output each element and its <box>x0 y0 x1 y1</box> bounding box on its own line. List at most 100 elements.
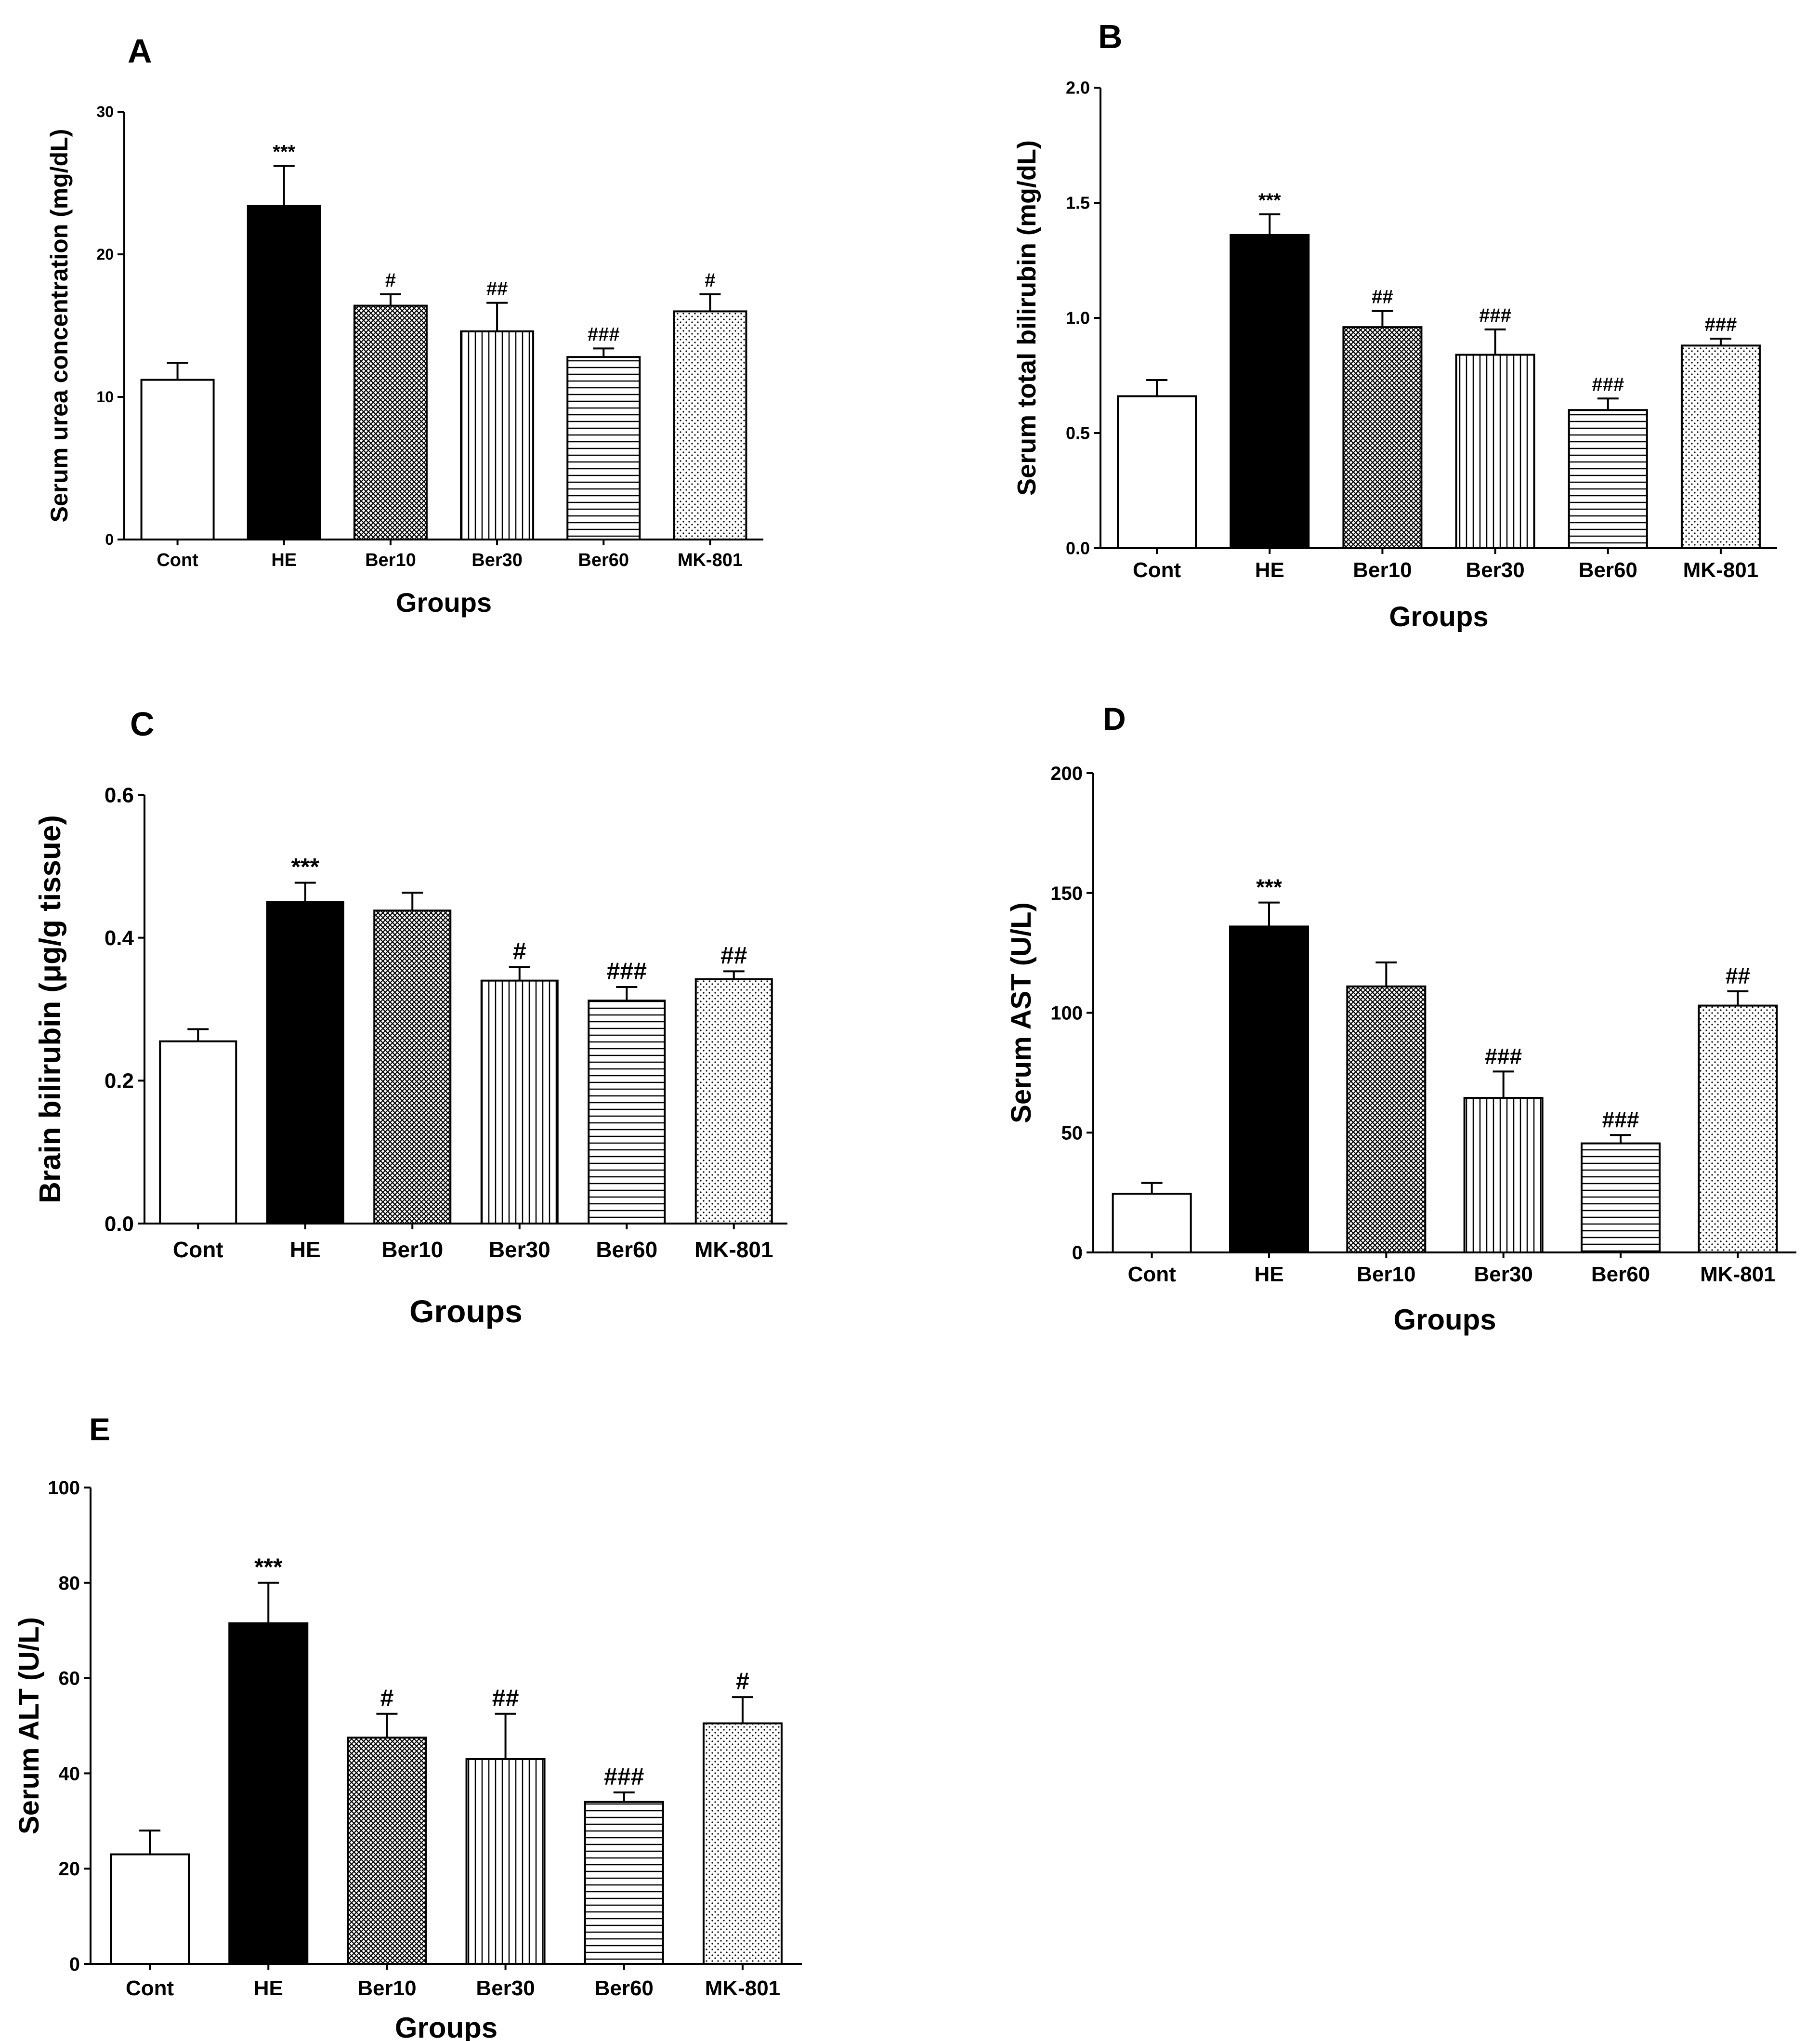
bar <box>228 1622 309 1965</box>
category-label: Ber30 <box>1466 558 1524 582</box>
significance-label: *** <box>291 853 320 880</box>
chart-panel-a: A 0 10 20 30 Cont HE *** Ber10 # Ber30 ## Ber60 ### MK… <box>46 32 763 618</box>
bar <box>1568 409 1648 549</box>
bar <box>1346 985 1427 1253</box>
bar <box>373 909 452 1225</box>
significance-label: ### <box>1705 314 1737 335</box>
y-tick-label: 20 <box>96 246 114 263</box>
category-label: Ber60 <box>1579 558 1637 582</box>
y-tick-label: 0.0 <box>105 1212 134 1236</box>
y-tick-label: 80 <box>59 1573 80 1594</box>
significance-label: ## <box>492 1685 519 1712</box>
y-tick-label: 0.0 <box>1066 539 1090 558</box>
y-axis-title: Serum total bilirubin (mg/dL) <box>1012 140 1041 496</box>
panel-letter: C <box>130 705 155 743</box>
category-label: MK-801 <box>678 550 743 570</box>
y-tick-label: 40 <box>59 1763 80 1784</box>
y-tick-label: 0 <box>1072 1242 1083 1264</box>
y-tick-label: 0 <box>69 1954 80 1975</box>
category-label: HE <box>1255 558 1284 582</box>
significance-label: # <box>705 270 715 291</box>
bar <box>347 1737 427 1965</box>
category-label: HE <box>271 550 297 570</box>
y-tick-label: 0 <box>105 531 114 548</box>
x-axis-title: Groups <box>1393 1304 1496 1336</box>
category-label: Cont <box>157 550 198 570</box>
bar <box>266 901 344 1225</box>
bar <box>480 979 559 1225</box>
significance-label: ### <box>1485 1043 1522 1068</box>
category-label: Cont <box>126 1976 174 2000</box>
bar <box>584 1801 664 1965</box>
category-label: MK-801 <box>705 1976 781 2000</box>
category-label: Ber10 <box>1357 1263 1415 1286</box>
y-tick-label: 1.5 <box>1066 193 1090 213</box>
bar <box>460 330 535 541</box>
bar <box>702 1722 783 1965</box>
y-axis-title: Serum AST (U/L) <box>1006 902 1037 1123</box>
bar <box>673 310 747 541</box>
panel-letter: D <box>1103 701 1126 737</box>
y-tick-label: 200 <box>1050 763 1083 784</box>
x-axis-title: Groups <box>395 2012 498 2041</box>
bar <box>1117 395 1197 550</box>
significance-label: ### <box>588 324 620 345</box>
y-axis-title: Serum ALT (U/L) <box>13 1617 45 1834</box>
significance-label: *** <box>254 1554 283 1580</box>
bar <box>566 356 641 540</box>
y-tick-label: 0.4 <box>105 926 134 950</box>
panel-letter: B <box>1098 18 1123 55</box>
y-tick-label: 150 <box>1050 883 1083 904</box>
significance-label: ### <box>1592 374 1624 395</box>
category-label: Ber30 <box>1474 1263 1533 1286</box>
chart-panel-e: E 0 20 40 60 80 100 Cont HE *** Ber10 # Ber30 ## Ber60… <box>13 1411 802 2041</box>
significance-label: ## <box>486 278 508 300</box>
bar <box>588 1000 666 1225</box>
category-label: Ber10 <box>1353 558 1412 582</box>
chart-panel-c: C 0.0 0.2 0.4 0.6 Cont HE *** Ber10 Ber30 # Ber60 ##… <box>34 705 787 1329</box>
y-tick-label: 60 <box>59 1668 80 1689</box>
bar <box>353 304 428 540</box>
bar <box>1230 234 1310 550</box>
significance-label: # <box>385 270 396 291</box>
bar <box>1455 354 1535 549</box>
y-tick-label: 50 <box>1061 1122 1083 1144</box>
category-label: MK-801 <box>1683 558 1759 582</box>
y-tick-label: 2.0 <box>1066 78 1090 98</box>
chart-panel-d: D 0 50 100 150 200 Cont HE *** Ber10 Ber30 ### Ber60… <box>1006 701 1796 1336</box>
bar <box>1112 1193 1192 1254</box>
category-label: Cont <box>1128 1263 1177 1286</box>
significance-label: ## <box>720 942 747 969</box>
x-axis-title: Groups <box>409 1293 523 1329</box>
category-label: Ber30 <box>471 550 523 570</box>
y-axis-title: Brain bilirubin (μg/g tissue) <box>34 815 67 1203</box>
significance-label: ### <box>607 958 647 985</box>
y-tick-label: 100 <box>48 1477 80 1499</box>
category-label: Cont <box>1133 558 1181 582</box>
category-label: Ber10 <box>365 550 416 570</box>
chart-panel-b: B 0.0 0.5 1.0 1.5 2.0 Cont HE *** Ber10 ## Ber30 ###… <box>1012 18 1777 632</box>
significance-label: *** <box>1258 190 1281 211</box>
significance-label: ## <box>1372 287 1393 308</box>
bar <box>1680 344 1761 549</box>
category-label: MK-801 <box>1700 1263 1776 1286</box>
bar <box>1229 925 1309 1253</box>
category-label: MK-801 <box>694 1237 773 1262</box>
y-tick-label: 1.0 <box>1066 308 1090 328</box>
bar <box>140 379 215 540</box>
category-label: HE <box>1254 1263 1283 1286</box>
significance-label: # <box>380 1685 394 1712</box>
significance-label: *** <box>273 141 295 162</box>
category-label: Ber10 <box>381 1237 443 1262</box>
category-label: Ber10 <box>357 1976 416 2000</box>
category-label: HE <box>254 1976 283 2000</box>
category-label: Ber60 <box>596 1237 657 1262</box>
significance-label: ### <box>1602 1107 1639 1132</box>
bar <box>1698 1004 1778 1253</box>
y-tick-label: 0.5 <box>1066 423 1090 443</box>
bar <box>247 205 321 540</box>
significance-label: *** <box>1256 875 1282 900</box>
category-label: Ber30 <box>489 1237 550 1262</box>
category-label: Ber60 <box>578 550 629 570</box>
y-tick-label: 30 <box>96 103 114 120</box>
